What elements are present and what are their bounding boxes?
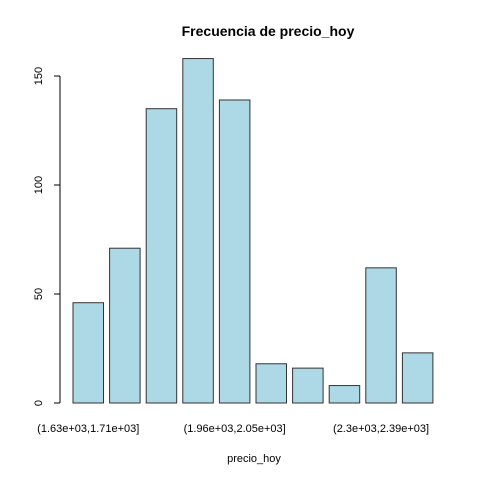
x-tick-label-0: (1.63e+03,1.71e+03] bbox=[37, 423, 139, 435]
y-tick-label-0: 0 bbox=[33, 400, 45, 406]
bar-6 bbox=[292, 367, 324, 404]
bar-4 bbox=[218, 99, 251, 404]
bar-7 bbox=[328, 385, 361, 404]
chart-title: Frecuencia de precio_hoy bbox=[182, 23, 355, 39]
y-tick-label-150: 150 bbox=[33, 67, 45, 85]
bar-3 bbox=[182, 58, 214, 404]
bars-group bbox=[72, 58, 434, 404]
bar-5 bbox=[255, 363, 287, 404]
bar-9 bbox=[401, 352, 434, 404]
bar-0 bbox=[72, 302, 104, 404]
x-axis-label: precio_hoy bbox=[227, 453, 281, 465]
x-axis: (1.63e+03,1.71e+03] (1.96e+03,2.05e+03] (2… bbox=[37, 423, 429, 435]
y-axis: 0 50 100 150 bbox=[33, 67, 61, 406]
bar-1 bbox=[109, 247, 141, 404]
x-tick-label-1: (1.96e+03,2.05e+03] bbox=[184, 423, 286, 435]
x-tick-label-2: (2.3e+03,2.39e+03] bbox=[333, 423, 429, 435]
bar-2 bbox=[145, 108, 178, 404]
bar-8 bbox=[365, 267, 397, 404]
y-tick-label-100: 100 bbox=[33, 176, 45, 194]
y-tick-label-50: 50 bbox=[33, 288, 45, 300]
